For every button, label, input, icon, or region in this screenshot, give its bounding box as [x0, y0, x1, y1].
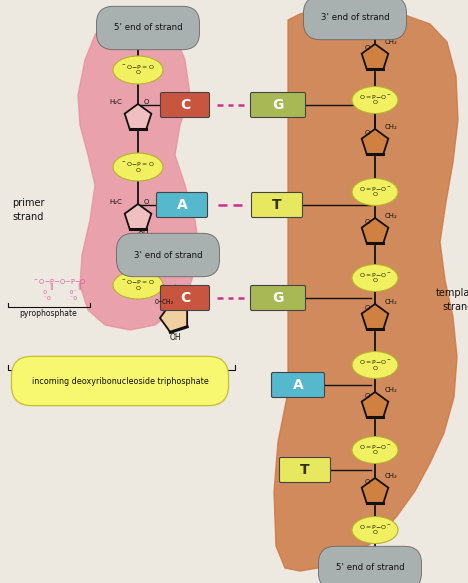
FancyBboxPatch shape: [161, 286, 210, 311]
Polygon shape: [160, 304, 187, 332]
Text: O$=$P$-$O$^-$: O$=$P$-$O$^-$: [358, 185, 391, 193]
Text: O: O: [364, 219, 370, 225]
Text: A: A: [292, 378, 303, 392]
Polygon shape: [124, 104, 151, 129]
Text: O: O: [373, 451, 378, 455]
FancyBboxPatch shape: [161, 93, 210, 118]
Text: A: A: [176, 198, 187, 212]
Text: O: O: [373, 100, 378, 106]
Text: $^-$O$-$P$=$O: $^-$O$-$P$=$O: [121, 278, 155, 286]
Text: $^-$O$-$P$-$O$-$P$-$O: $^-$O$-$P$-$O$-$P$-$O: [33, 276, 87, 286]
Ellipse shape: [352, 265, 398, 292]
Text: O: O: [136, 286, 140, 290]
Text: O$=$P$-$O$^-$: O$=$P$-$O$^-$: [358, 93, 391, 101]
Text: O: O: [364, 130, 370, 136]
Ellipse shape: [352, 178, 398, 205]
Text: $^-$O$-$P$=$O: $^-$O$-$P$=$O: [121, 160, 155, 168]
Polygon shape: [362, 129, 388, 154]
Text: 5' end of strand: 5' end of strand: [114, 23, 183, 33]
Text: O$=$P$-$O$^-$: O$=$P$-$O$^-$: [358, 358, 391, 366]
Text: O: O: [143, 99, 149, 105]
Ellipse shape: [113, 153, 163, 181]
Text: $^-$O$-$P$=$O: $^-$O$-$P$=$O: [121, 63, 155, 71]
Polygon shape: [362, 44, 388, 69]
Text: OH: OH: [137, 231, 149, 241]
Text: template
strand: template strand: [436, 288, 468, 312]
Ellipse shape: [352, 437, 398, 463]
Text: H₂C: H₂C: [110, 99, 123, 105]
Text: G: G: [272, 98, 284, 112]
Text: O: O: [373, 531, 378, 536]
Ellipse shape: [113, 271, 163, 299]
Polygon shape: [362, 218, 388, 243]
Text: 5' end of strand: 5' end of strand: [336, 564, 404, 573]
Text: incoming deoxyribonucleoside triphosphate: incoming deoxyribonucleoside triphosphat…: [32, 377, 208, 385]
Polygon shape: [362, 304, 388, 329]
Text: OH: OH: [169, 333, 181, 342]
FancyBboxPatch shape: [156, 192, 207, 217]
Text: C: C: [180, 98, 190, 112]
Text: O: O: [364, 479, 370, 485]
Text: O: O: [364, 305, 370, 311]
FancyBboxPatch shape: [271, 373, 324, 398]
Text: O: O: [364, 393, 370, 399]
Text: 3' end of strand: 3' end of strand: [321, 13, 389, 23]
Ellipse shape: [113, 56, 163, 84]
Ellipse shape: [352, 86, 398, 114]
Polygon shape: [124, 204, 151, 229]
FancyBboxPatch shape: [251, 192, 302, 217]
Text: O      O⁻: O O⁻: [32, 290, 78, 296]
Text: O: O: [373, 366, 378, 371]
Text: primer
strand: primer strand: [12, 198, 44, 222]
Text: ‖      ‖: ‖ ‖: [38, 283, 82, 290]
Polygon shape: [78, 22, 200, 330]
Polygon shape: [362, 392, 388, 417]
Text: O$=$P$-$O$^-$: O$=$P$-$O$^-$: [358, 523, 391, 531]
Text: CH₂: CH₂: [385, 473, 398, 479]
Text: O: O: [136, 167, 140, 173]
Text: G: G: [272, 291, 284, 305]
Text: O−CH₂: O−CH₂: [155, 299, 175, 305]
Text: CH₂: CH₂: [385, 39, 398, 45]
FancyBboxPatch shape: [279, 458, 330, 483]
Text: T: T: [300, 463, 310, 477]
Text: O: O: [136, 71, 140, 76]
Polygon shape: [274, 6, 458, 571]
Ellipse shape: [352, 517, 398, 543]
Text: 3' end of strand: 3' end of strand: [134, 251, 202, 259]
Text: CH₂: CH₂: [385, 387, 398, 393]
Ellipse shape: [352, 352, 398, 378]
Text: O: O: [143, 199, 149, 205]
Text: T: T: [272, 198, 282, 212]
Text: O: O: [373, 279, 378, 283]
Text: pyrophosphate: pyrophosphate: [19, 308, 77, 318]
FancyBboxPatch shape: [250, 286, 306, 311]
Polygon shape: [362, 478, 388, 503]
Text: O$=$P$-$O$^-$: O$=$P$-$O$^-$: [358, 271, 391, 279]
Text: CH₂: CH₂: [385, 213, 398, 219]
Text: CH₂: CH₂: [385, 124, 398, 130]
FancyBboxPatch shape: [250, 93, 306, 118]
Text: ⁻O     ⁻O: ⁻O ⁻O: [32, 297, 78, 301]
Text: O: O: [373, 192, 378, 198]
Text: C: C: [180, 291, 190, 305]
Text: H₂C: H₂C: [110, 199, 123, 205]
Text: O$=$P$-$O$^-$: O$=$P$-$O$^-$: [358, 443, 391, 451]
Text: CH₂: CH₂: [385, 299, 398, 305]
Text: O: O: [364, 45, 370, 51]
